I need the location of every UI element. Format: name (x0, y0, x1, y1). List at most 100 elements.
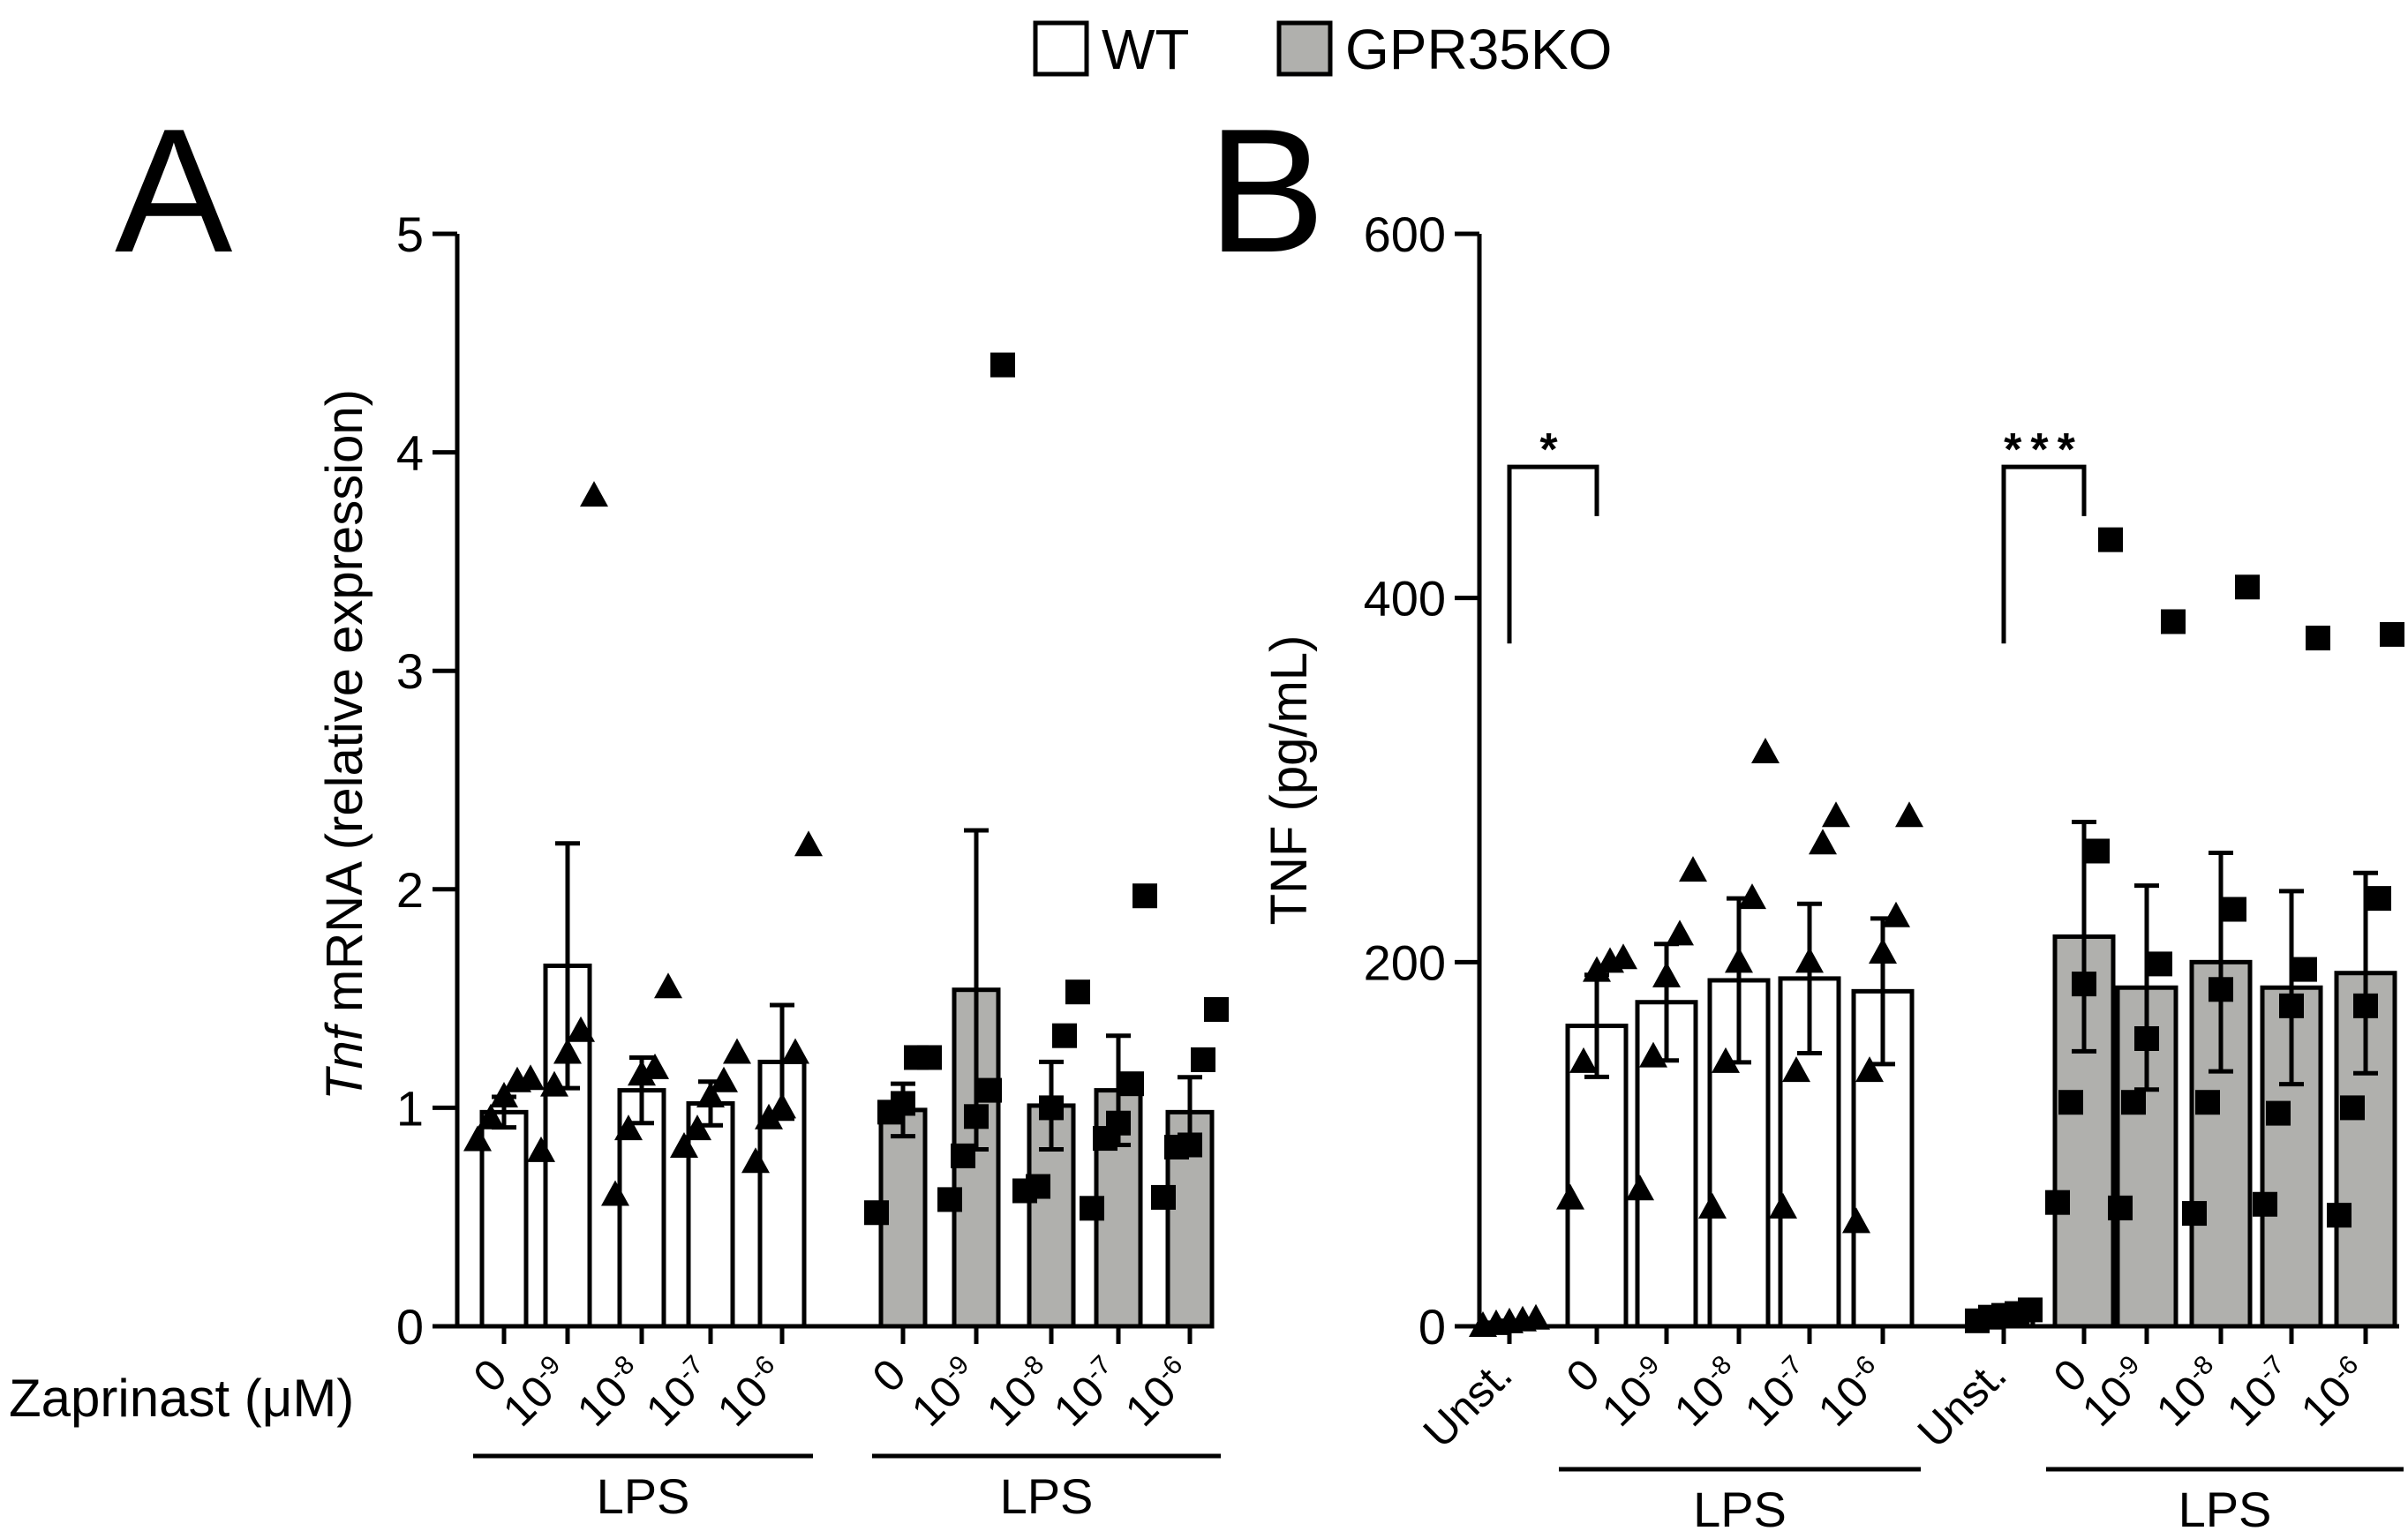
x-tick-label: 10-8 (568, 1349, 654, 1436)
y-tick-label: 600 (1364, 206, 1446, 262)
data-point (2134, 1025, 2159, 1051)
x-tick-label: 10-9 (493, 1349, 580, 1436)
data-point (2279, 993, 2304, 1018)
data-point (1080, 1196, 1104, 1221)
data-point (1133, 883, 1157, 909)
data-point (1712, 1047, 1740, 1073)
data-point (1895, 801, 1923, 828)
data-point (1583, 956, 1611, 982)
data-point (2367, 886, 2391, 912)
data-point (1639, 1041, 1667, 1068)
data-point (1556, 1183, 1584, 1210)
bar (686, 1100, 735, 1329)
data-point (683, 1114, 711, 1141)
data-point (2018, 1297, 2043, 1323)
lps-label: LPS (1693, 1482, 1787, 1531)
data-point (917, 1045, 942, 1070)
significance-line (2001, 464, 2087, 644)
data-point (1026, 1174, 1050, 1199)
data-point (1869, 938, 1897, 964)
lps-label: LPS (1000, 1468, 1094, 1524)
data-point (2121, 1090, 2146, 1115)
data-point (2058, 1090, 2083, 1115)
data-point (2161, 609, 2186, 634)
data-point (2235, 574, 2260, 600)
data-point (1698, 1192, 1727, 1219)
data-point (601, 1180, 629, 1206)
x-tick-label: 10-6 (1116, 1349, 1202, 1436)
data-point (641, 1053, 669, 1079)
y-tick-label: 400 (1364, 571, 1446, 627)
significance-line (1507, 464, 1599, 644)
data-point (2148, 951, 2172, 977)
data-point (2182, 1201, 2207, 1227)
data-point (1679, 856, 1707, 882)
data-point (864, 1200, 889, 1226)
data-point (2266, 1100, 2291, 1126)
data-point (794, 830, 823, 857)
data-point (2306, 626, 2330, 651)
data-point (951, 1143, 975, 1168)
data-point (1822, 801, 1850, 828)
x-axis-title: Zaprinast (μM) (9, 1369, 354, 1428)
data-point (1842, 1207, 1870, 1234)
data-point (1725, 947, 1753, 973)
data-point (1052, 1023, 1077, 1048)
data-point (670, 1131, 698, 1158)
x-tick-label: 10-7 (2217, 1349, 2304, 1436)
lps-label: LPS (597, 1468, 690, 1524)
x-tick-label: 10-8 (1665, 1349, 1751, 1436)
data-point (710, 1066, 738, 1092)
legend-swatch-wt (1033, 20, 1089, 77)
y-tick-label: 3 (396, 643, 424, 699)
y-axis-title: Tnf mRNA (relative expression) (316, 389, 373, 1100)
x-tick-label: 10-9 (2073, 1349, 2159, 1436)
data-point (1809, 829, 1837, 855)
y-tick-label: 1 (396, 1080, 424, 1136)
data-point (490, 1082, 518, 1108)
data-point (2222, 897, 2246, 922)
data-point (1065, 979, 1090, 1005)
data-point (1769, 1192, 1797, 1219)
series-gpr35ko: 010-9 10-810-710-6 LPS (863, 352, 1229, 1524)
data-point (516, 1064, 545, 1091)
data-point (580, 481, 608, 507)
data-point (477, 1103, 505, 1129)
data-point (1751, 738, 1780, 764)
y-tick-label: 200 (1364, 934, 1446, 990)
data-point (2353, 993, 2378, 1018)
data-point (964, 1104, 989, 1129)
data-point (1782, 1056, 1810, 1083)
x-tick-label: 10-7 (1044, 1349, 1131, 1436)
x-tick-label: 10-6 (1809, 1349, 1895, 1436)
data-point (2072, 972, 2096, 997)
data-point (1119, 1071, 1144, 1097)
data-point (567, 1016, 595, 1042)
data-point (2195, 1090, 2220, 1115)
data-point (553, 1038, 582, 1064)
data-point (1106, 1110, 1131, 1136)
data-point (990, 352, 1015, 378)
data-point (1522, 1303, 1550, 1330)
data-point (463, 1125, 492, 1152)
x-tick-label: 10-6 (2291, 1349, 2378, 1436)
data-point (741, 1147, 770, 1174)
data-point (1795, 947, 1824, 973)
y-tick-label: 4 (396, 425, 424, 481)
legend-label-gpr35ko: GPR35KO (1345, 18, 1612, 81)
data-point (2108, 1195, 2133, 1220)
y-tick-label: 0 (396, 1299, 424, 1355)
bar (479, 1109, 529, 1329)
data-point (1569, 1047, 1598, 1073)
y-axis-title: TNF (pg/mL) (1260, 635, 1318, 926)
significance-label: *** (2004, 424, 2084, 476)
significance-bracket: * (1507, 424, 1599, 644)
data-point (2209, 977, 2233, 1002)
panel-b-letter: B (1208, 93, 1325, 289)
y-tick-label: 0 (1418, 1299, 1446, 1355)
data-point (2085, 838, 2110, 864)
data-point (614, 1114, 643, 1141)
